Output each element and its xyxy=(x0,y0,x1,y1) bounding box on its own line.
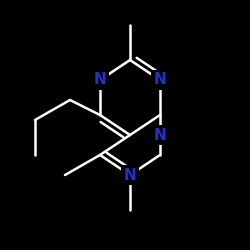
Text: N: N xyxy=(124,168,136,182)
Text: N: N xyxy=(154,128,166,142)
Text: N: N xyxy=(154,72,166,88)
Text: N: N xyxy=(94,72,106,88)
